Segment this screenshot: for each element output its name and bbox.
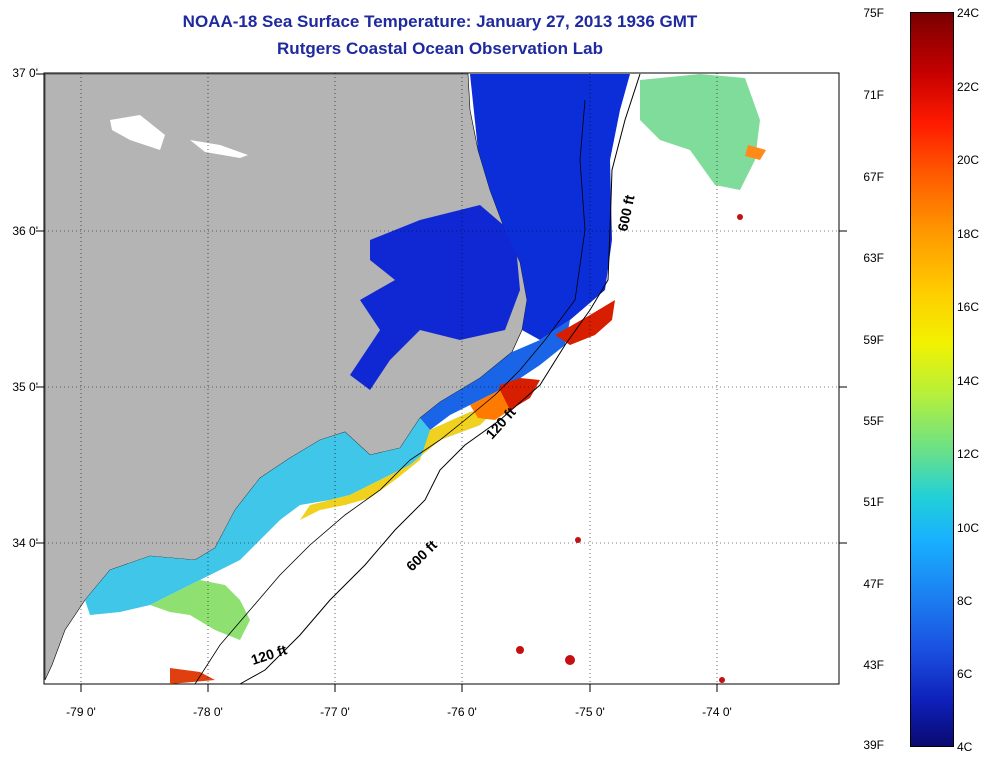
colorbar-f-63: 63F xyxy=(863,251,884,265)
lat-label-36: 36 0' xyxy=(12,224,38,238)
colorbar-f-47: 47F xyxy=(863,577,884,591)
sst-red-dot-2 xyxy=(565,655,575,665)
lon-label-76: -76 0' xyxy=(447,705,477,719)
colorbar-c-8: 8C xyxy=(957,594,973,608)
lon-label-79: -79 0' xyxy=(66,705,96,719)
lon-label-77: -77 0' xyxy=(320,705,350,719)
lon-label-78: -78 0' xyxy=(193,705,223,719)
lon-label-74: -74 0' xyxy=(702,705,732,719)
lat-label-34: 34 0' xyxy=(12,536,38,550)
colorbar-c-6: 6C xyxy=(957,667,973,681)
sst-orange-strip xyxy=(470,390,510,420)
contour-label-600-north: 600 ft xyxy=(614,193,637,232)
sst-shelf-yellow xyxy=(300,405,500,520)
sst-red-dot-5 xyxy=(719,677,725,683)
sst-gulfstream-red-1 xyxy=(555,300,615,345)
lon-label-75: -75 0' xyxy=(575,705,605,719)
sst-gulfstream-red-2 xyxy=(495,378,540,410)
contour-600ft xyxy=(239,73,641,685)
colorbar-f-55: 55F xyxy=(863,414,884,428)
colorbar-f-39: 39F xyxy=(863,738,884,752)
colorbar-c-10: 10C xyxy=(957,521,980,535)
sst-northeast-orange xyxy=(745,145,766,160)
colorbar-c-20: 20C xyxy=(957,153,980,167)
river-white-2 xyxy=(190,140,248,158)
sst-red-dot-1 xyxy=(516,646,524,654)
river-white-1 xyxy=(110,115,165,150)
contour-120ft xyxy=(194,99,586,685)
colorbar-f-67: 67F xyxy=(863,170,884,184)
sst-northeast-patch xyxy=(640,74,760,190)
sst-south-warm-1 xyxy=(170,668,215,684)
sst-red-dot-4 xyxy=(737,214,743,220)
colorbar-c-14: 14C xyxy=(957,374,980,388)
map-title: NOAA-18 Sea Surface Temperature: January… xyxy=(182,12,698,31)
colorbar-c-18: 18C xyxy=(957,227,980,241)
map-subtitle: Rutgers Coastal Ocean Observation Lab xyxy=(277,39,603,58)
grid-lines xyxy=(44,73,839,684)
pamlico-sound xyxy=(350,205,520,390)
axis-ticks xyxy=(36,73,847,692)
colorbar-f-71: 71F xyxy=(863,88,884,102)
colorbar-f-51: 51F xyxy=(863,495,884,509)
colorbar-c-22: 22C xyxy=(957,80,980,94)
lat-label-37: 37 0' xyxy=(12,66,38,80)
colorbar-f-43: 43F xyxy=(863,658,884,672)
sst-red-dot-3 xyxy=(575,537,581,543)
colorbar-c-16: 16C xyxy=(957,300,980,314)
sst-shelf-blue xyxy=(420,320,570,430)
sst-shelf-green xyxy=(150,580,250,640)
colorbar-f-75: 75F xyxy=(863,6,884,20)
colorbar-f-59: 59F xyxy=(863,333,884,347)
colorbar-c-24: 24C xyxy=(957,6,980,20)
temperature-colorbar xyxy=(910,12,954,747)
colorbar-c-12: 12C xyxy=(957,447,980,461)
colorbar-c-4: 4C xyxy=(957,740,973,754)
sst-shelf-cyan xyxy=(85,405,500,615)
lat-label-35: 35 0' xyxy=(12,380,38,394)
